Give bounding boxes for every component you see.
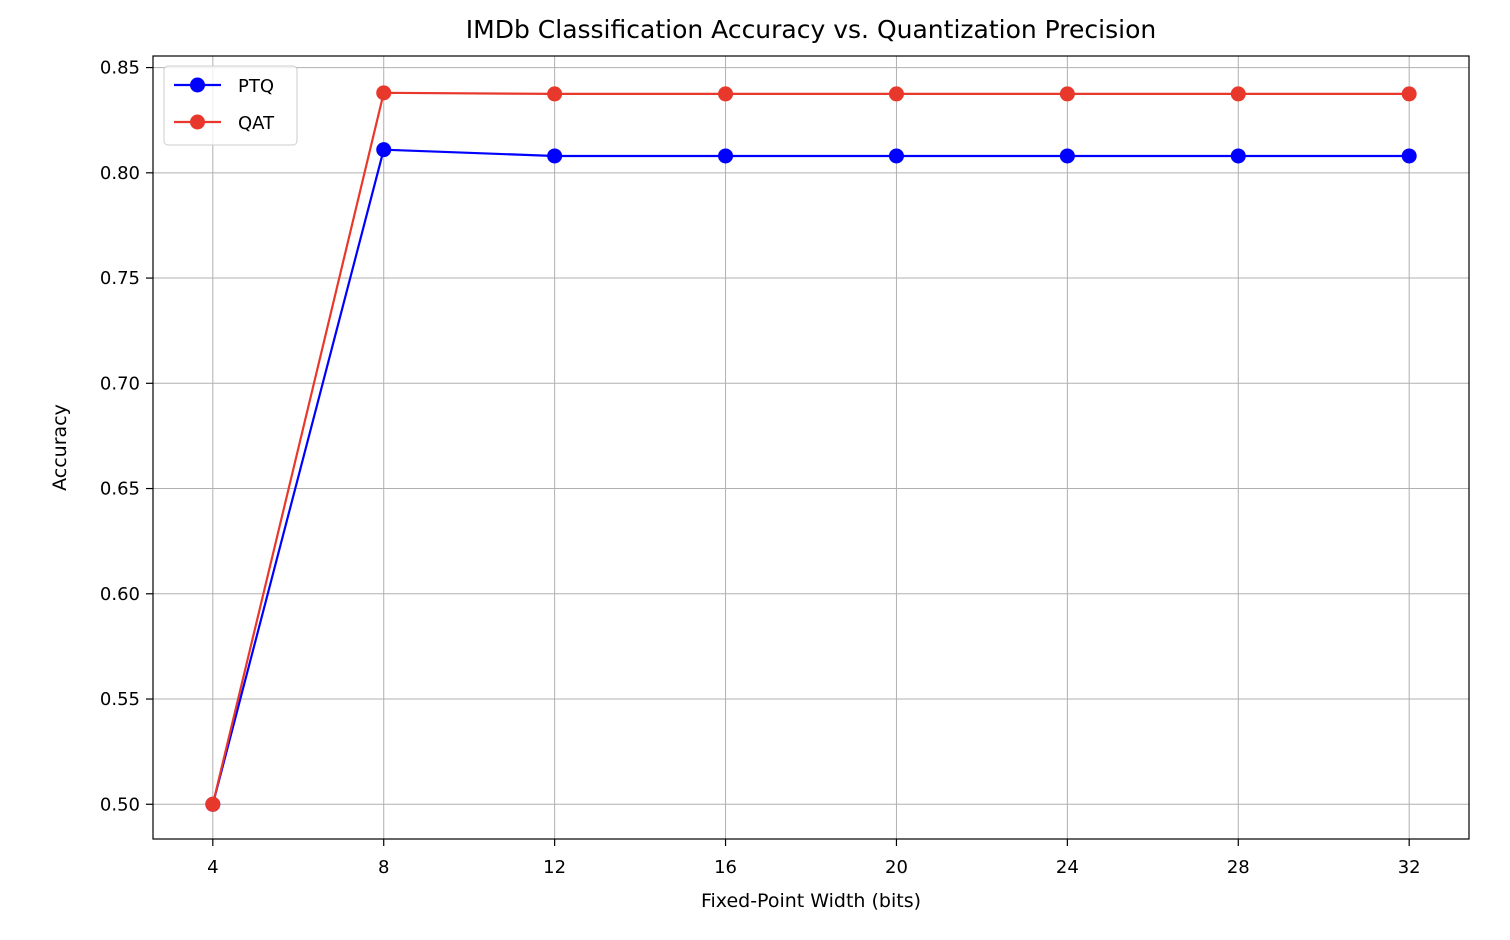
axis-ticks: 4 8 12 16 20 24 28 32 0.50 0.55 0.60 0.65 0.70 0.75 0.…	[100, 58, 1421, 878]
series-group	[205, 85, 1417, 812]
x-tick-label: 8	[378, 857, 389, 878]
legend: PTQ QAT	[163, 65, 298, 146]
x-tick-label: 12	[543, 857, 566, 878]
legend-entry-qat: QAT	[174, 113, 275, 134]
y-axis-label: Accuracy	[49, 404, 71, 491]
y-tick-label: 0.60	[100, 584, 140, 605]
data-point-qat	[1230, 86, 1246, 102]
data-point-ptq	[718, 148, 734, 164]
data-point-qat	[1401, 86, 1417, 102]
legend-marker-qat	[190, 114, 205, 130]
data-point-qat	[888, 86, 904, 102]
y-tick-label: 0.50	[100, 794, 140, 815]
data-point-qat	[547, 86, 563, 102]
y-tick-label: 0.55	[100, 689, 140, 710]
x-tick-label: 28	[1227, 857, 1250, 878]
y-tick-label: 0.65	[100, 479, 140, 500]
data-point-ptq	[888, 148, 904, 164]
data-point-ptq	[547, 148, 563, 164]
legend-entries: PTQ QAT	[174, 76, 275, 134]
x-axis-label: Fixed-Point Width (bits)	[701, 890, 921, 912]
series-qat	[205, 85, 1417, 812]
chart-title: IMDb Classification Accuracy vs. Quantiz…	[466, 15, 1156, 44]
data-point-ptq	[1401, 148, 1417, 164]
y-tick-label: 0.70	[100, 373, 140, 394]
data-point-ptq	[1230, 148, 1246, 164]
data-point-qat	[1059, 86, 1075, 102]
y-tick-label: 0.80	[100, 163, 140, 184]
legend-marker-ptq	[190, 77, 205, 93]
legend-label-qat: QAT	[238, 113, 275, 134]
legend-label-ptq: PTQ	[238, 76, 274, 97]
x-tick-label: 32	[1398, 857, 1421, 878]
y-tick-label: 0.85	[100, 58, 140, 79]
x-tick-label: 20	[885, 857, 908, 878]
data-point-ptq	[1059, 148, 1075, 164]
plot-frame	[152, 55, 1470, 840]
legend-entry-ptq: PTQ	[174, 76, 274, 97]
y-tick-label: 0.75	[100, 268, 140, 289]
series-ptq	[205, 142, 1417, 812]
series-line-qat	[211, 91, 1410, 805]
series-line-ptq	[211, 148, 1410, 805]
data-point-qat	[376, 85, 392, 101]
data-point-qat	[205, 796, 221, 812]
data-point-qat	[718, 86, 734, 102]
legend-box	[163, 65, 298, 146]
x-tick-label: 4	[207, 857, 218, 878]
x-tick-label: 16	[714, 857, 737, 878]
data-point-ptq	[376, 142, 392, 158]
x-tick-label: 24	[1056, 857, 1079, 878]
grid-lines	[153, 56, 1469, 839]
